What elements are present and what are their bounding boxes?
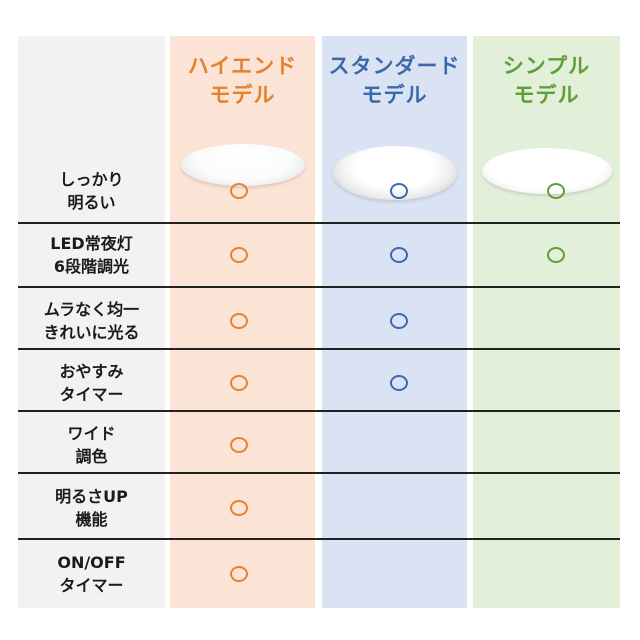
model-column-simple: シンプル モデル [473, 36, 620, 608]
feature-label: LED常夜灯 6段階調光 [18, 232, 165, 278]
circle-mark-icon [390, 247, 408, 263]
circle-mark-icon [390, 183, 408, 199]
row-divider [18, 472, 620, 474]
model-title-standard: スタンダード モデル [322, 52, 467, 110]
feature-label: ワイド 調色 [18, 422, 165, 468]
feature-label-line2: 明るい [67, 193, 116, 212]
feature-label-line2: 6段階調光 [53, 257, 130, 276]
circle-mark-icon [230, 247, 248, 263]
row-divider [18, 410, 620, 412]
ceiling-light-image [481, 148, 612, 194]
model-title-line1: スタンダード [328, 54, 461, 78]
row-divider [18, 286, 620, 288]
model-title-highend: ハイエンド モデル [170, 52, 315, 110]
circle-mark-icon [230, 183, 248, 199]
feature-label-line2: タイマー [59, 576, 124, 595]
row-divider [18, 222, 620, 224]
feature-label-line2: きれいに光る [43, 323, 140, 342]
model-title-line2: モデル [361, 83, 428, 107]
circle-mark-icon [547, 247, 565, 263]
feature-label-line1: ムラなく均一 [43, 300, 140, 319]
feature-label-line1: 明るさUP [55, 487, 128, 506]
feature-column [18, 36, 165, 608]
model-title-simple: シンプル モデル [473, 52, 620, 110]
circle-mark-icon [230, 375, 248, 391]
circle-mark-icon [230, 500, 248, 516]
feature-label-line2: タイマー [59, 385, 124, 404]
model-title-line1: シンプル [502, 54, 591, 78]
feature-label-line1: しっかり [59, 170, 124, 189]
feature-label-line2: 機能 [75, 510, 108, 529]
row-divider [18, 538, 620, 540]
feature-label: おやすみ タイマー [18, 360, 165, 406]
row-divider [18, 348, 620, 350]
feature-label-line1: おやすみ [59, 362, 124, 381]
feature-label-line1: LED常夜灯 [50, 234, 133, 253]
feature-label: ON/OFF タイマー [18, 551, 165, 597]
circle-mark-icon [390, 375, 408, 391]
feature-label-line1: ワイド [67, 424, 116, 443]
feature-label-line2: 調色 [75, 447, 108, 466]
circle-mark-icon [547, 183, 565, 199]
model-title-line2: モデル [209, 83, 276, 107]
feature-label-line1: ON/OFF [57, 553, 126, 572]
feature-label: しっかり 明るい [18, 168, 165, 214]
circle-mark-icon [230, 566, 248, 582]
ceiling-light-image [180, 144, 305, 186]
model-title-line2: モデル [513, 83, 580, 107]
feature-label: 明るさUP 機能 [18, 485, 165, 531]
feature-label: ムラなく均一 きれいに光る [18, 298, 165, 344]
model-title-line1: ハイエンド [187, 54, 298, 78]
circle-mark-icon [230, 313, 248, 329]
circle-mark-icon [230, 437, 248, 453]
circle-mark-icon [390, 313, 408, 329]
